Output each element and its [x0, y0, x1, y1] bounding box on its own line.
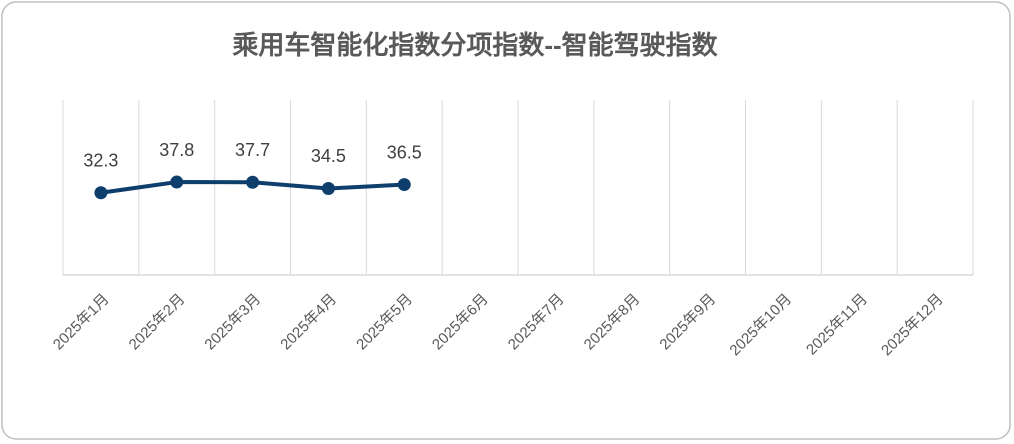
data-label: 32.3 [83, 151, 118, 171]
data-point [170, 175, 184, 189]
data-label: 37.7 [235, 140, 270, 160]
data-label: 36.5 [387, 142, 422, 162]
data-point [94, 186, 108, 200]
data-point [397, 178, 411, 192]
chart-title: 乘用车智能化指数分项指数--智能驾驶指数 [231, 30, 718, 60]
data-label: 37.8 [159, 140, 194, 160]
data-label: 34.5 [311, 146, 346, 166]
data-point [321, 181, 335, 195]
data-point [246, 175, 260, 189]
